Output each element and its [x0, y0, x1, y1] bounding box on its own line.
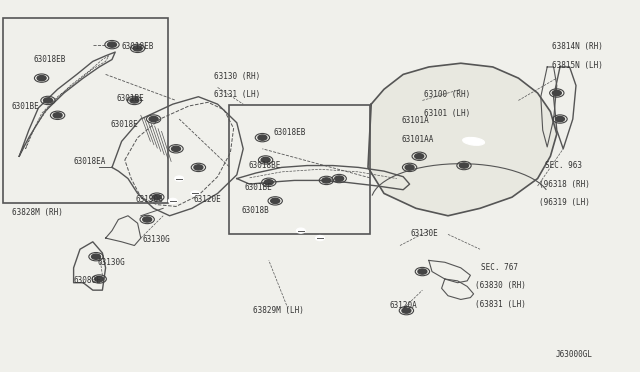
Circle shape [460, 163, 468, 168]
Text: 63018B: 63018B [242, 206, 269, 215]
Text: 6301BE: 6301BE [244, 183, 272, 192]
Text: 6301BE: 6301BE [116, 94, 144, 103]
Circle shape [258, 135, 267, 140]
Text: 63130E: 63130E [411, 229, 438, 238]
Text: 63130G: 63130G [142, 235, 170, 244]
Circle shape [194, 165, 203, 170]
Text: (63830 (RH): (63830 (RH) [475, 281, 525, 290]
Text: 63130 (RH): 63130 (RH) [214, 72, 260, 81]
Circle shape [44, 98, 52, 103]
Bar [3, 18, 168, 203]
Text: 63829M (LH): 63829M (LH) [253, 306, 303, 315]
Text: 63018EB: 63018EB [122, 42, 154, 51]
Text: (96319 (LH): (96319 (LH) [539, 198, 589, 207]
Text: (96318 (RH): (96318 (RH) [539, 180, 589, 189]
Circle shape [402, 308, 411, 313]
Circle shape [335, 176, 344, 181]
Text: 63815N (LH): 63815N (LH) [552, 61, 602, 70]
Text: 63018BE: 63018BE [248, 161, 281, 170]
Circle shape [264, 180, 273, 185]
Text: 63130G: 63130G [136, 195, 163, 203]
Circle shape [149, 116, 158, 122]
Circle shape [316, 235, 324, 241]
Text: 63018EA: 63018EA [74, 157, 106, 166]
Circle shape [108, 42, 116, 47]
Circle shape [322, 178, 331, 183]
Text: 63018EB: 63018EB [33, 55, 66, 64]
Circle shape [133, 46, 142, 51]
Text: (63831 (LH): (63831 (LH) [475, 300, 525, 309]
Text: 63018E: 63018E [110, 120, 138, 129]
Text: 63101AA: 63101AA [402, 135, 435, 144]
Text: 63828M (RH): 63828M (RH) [12, 208, 62, 217]
Text: 63080E: 63080E [74, 276, 101, 285]
Circle shape [53, 113, 62, 118]
Text: 63101 (LH): 63101 (LH) [424, 109, 470, 118]
Circle shape [152, 195, 161, 200]
Circle shape [552, 90, 561, 96]
Circle shape [95, 276, 104, 282]
Circle shape [191, 191, 200, 196]
Circle shape [168, 198, 177, 203]
Text: J63000GL: J63000GL [556, 350, 593, 359]
Circle shape [172, 146, 180, 151]
Bar [229, 105, 370, 234]
Circle shape [261, 157, 270, 163]
Circle shape [92, 254, 100, 259]
Text: 63018EB: 63018EB [274, 128, 307, 137]
Polygon shape [368, 63, 557, 216]
Text: 63130G: 63130G [97, 258, 125, 267]
Text: SEC. 767: SEC. 767 [481, 263, 518, 272]
Circle shape [418, 269, 427, 274]
Text: 63120A: 63120A [389, 301, 417, 310]
Text: 63120E: 63120E [193, 195, 221, 203]
Circle shape [143, 217, 152, 222]
Circle shape [175, 176, 184, 181]
Circle shape [296, 228, 305, 233]
Text: 63101A: 63101A [402, 116, 429, 125]
Text: 6301BE: 6301BE [12, 102, 39, 110]
Text: 63814N (RH): 63814N (RH) [552, 42, 602, 51]
Circle shape [415, 154, 424, 159]
Circle shape [556, 116, 564, 122]
Circle shape [405, 165, 414, 170]
Text: SEC. 963: SEC. 963 [545, 161, 582, 170]
Ellipse shape [463, 137, 484, 145]
Text: 63100 (RH): 63100 (RH) [424, 90, 470, 99]
Circle shape [37, 76, 46, 81]
Text: 63131 (LH): 63131 (LH) [214, 90, 260, 99]
Circle shape [271, 198, 280, 203]
Circle shape [130, 98, 139, 103]
